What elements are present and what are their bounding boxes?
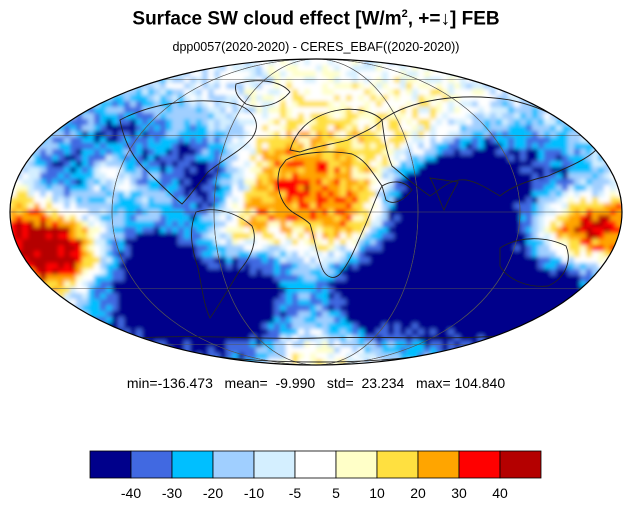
colorbar-tick-label: -40	[121, 485, 141, 501]
colorbar-box	[458, 450, 501, 479]
colorbar-tick-label: 40	[492, 485, 508, 501]
coastline-arabia	[381, 181, 413, 203]
meridian-line	[213, 59, 419, 365]
colorbar-tick-label: 10	[369, 485, 385, 501]
statistics-line: min=-136.473 mean= -9.990 std= 23.234 ma…	[126, 375, 506, 391]
coastline-india	[429, 177, 459, 212]
coastline-north-america	[119, 100, 257, 205]
colorbar-tick-label: -20	[203, 485, 223, 501]
colorbar-box	[253, 450, 296, 479]
colorbar-box	[130, 450, 173, 479]
coastline-australia	[499, 238, 569, 287]
coastline-greenland	[235, 80, 291, 107]
colorbar-box	[335, 450, 378, 479]
colorbar-tick-label: 30	[451, 485, 467, 501]
colorbar-labels: -40 -30 -20 -10 -5 5 10 20 30 40	[121, 485, 508, 501]
colorbar-box	[171, 450, 214, 479]
map-boundary	[9, 58, 623, 366]
colorbar-tick-label: 20	[410, 485, 426, 501]
colorbar-box	[417, 450, 460, 479]
map-gridlines	[10, 59, 622, 365]
colorbar-tick-label: -10	[244, 485, 264, 501]
colorbar-tick-label: 5	[332, 485, 340, 501]
colorbar-box	[89, 450, 132, 479]
meridian-line	[111, 59, 521, 365]
coastline-asia	[381, 96, 597, 197]
colorbar-box	[499, 450, 542, 479]
colorbar-tick-label: -5	[289, 485, 302, 501]
colorbar-tick-label: -30	[162, 485, 182, 501]
coastline-south-america	[191, 209, 255, 319]
colorbar-box	[294, 450, 337, 479]
colorbar-boxes	[89, 450, 542, 479]
figure-subtitle: dpp0057(2020-2020) - CERES_EBAF((2020-20…	[172, 40, 460, 54]
coastline-africa	[277, 151, 383, 278]
colorbar-box	[212, 450, 255, 479]
colorbar-box	[376, 450, 419, 479]
figure-title: Surface SW cloud effect [W/m2, +=↓] FEB	[132, 8, 500, 30]
